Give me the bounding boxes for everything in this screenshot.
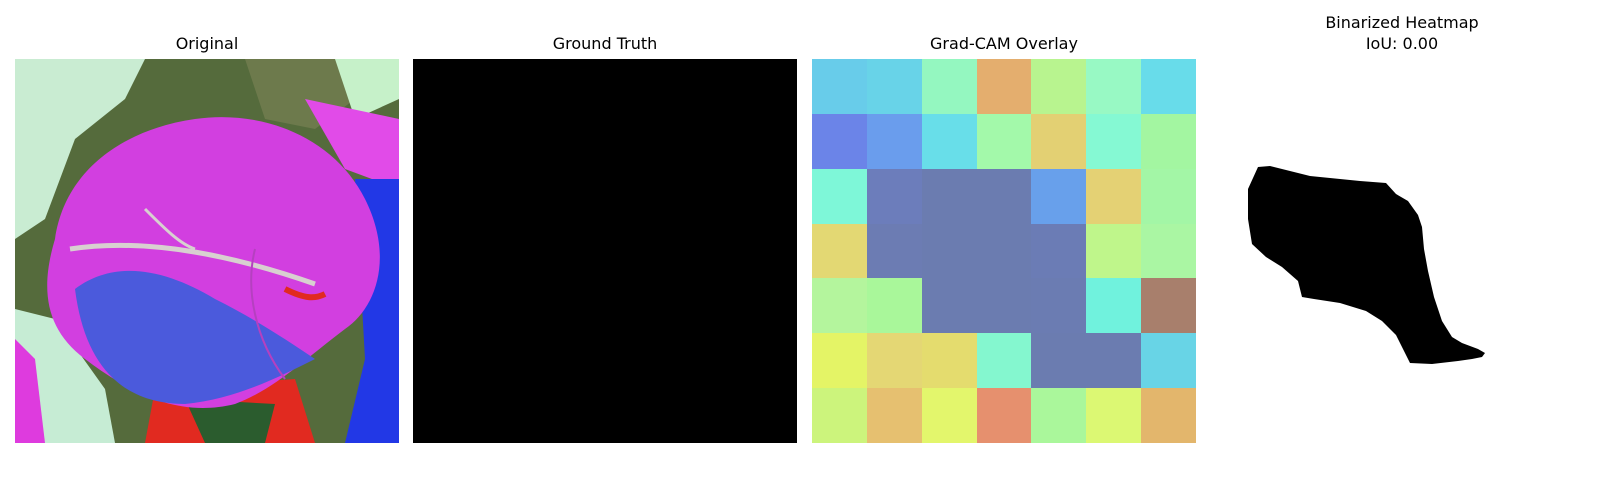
- heatmap-cell: [1031, 388, 1086, 443]
- heatmap-cell: [1141, 224, 1196, 278]
- heatmap-cell: [812, 114, 867, 169]
- heatmap-cell: [812, 224, 867, 278]
- heatmap-cell: [1141, 114, 1196, 169]
- heatmap-cell: [812, 333, 867, 388]
- heatmap-cell: [977, 169, 1031, 224]
- gradcam-overlay-title: Grad-CAM Overlay: [930, 34, 1078, 53]
- heatmap-cell: [867, 169, 922, 224]
- ground-truth-mask: [413, 59, 797, 443]
- binarized-heatmap-title: Binarized Heatmap: [1325, 13, 1479, 32]
- heatmap-cell: [812, 59, 867, 114]
- heatmap-cell: [867, 114, 922, 169]
- gradcam-heatmap-grid: [812, 59, 1196, 443]
- heatmap-cell: [922, 333, 977, 388]
- heatmap-cell: [977, 388, 1031, 443]
- heatmap-cell: [812, 278, 867, 333]
- gradcam-overlay: [812, 59, 1196, 443]
- binarized-mask: [1210, 59, 1594, 443]
- original-image: [15, 59, 399, 443]
- heatmap-cell: [977, 114, 1031, 169]
- heatmap-cell: [1086, 169, 1141, 224]
- heatmap-cell: [1031, 278, 1086, 333]
- heatmap-cell: [977, 333, 1031, 388]
- heatmap-cell: [977, 278, 1031, 333]
- heatmap-cell: [1031, 333, 1086, 388]
- heatmap-cell: [922, 388, 977, 443]
- heatmap-cell: [977, 59, 1031, 114]
- heatmap-cell: [922, 278, 977, 333]
- heatmap-cell: [1086, 59, 1141, 114]
- original-title: Original: [175, 34, 239, 53]
- heatmap-cell: [867, 224, 922, 278]
- leaf-image: [15, 59, 399, 443]
- heatmap-cell: [1141, 169, 1196, 224]
- heatmap-cell: [922, 59, 977, 114]
- heatmap-cell: [1031, 59, 1086, 114]
- heatmap-cell: [1141, 278, 1196, 333]
- heatmap-cell: [812, 388, 867, 443]
- heatmap-cell: [1086, 224, 1141, 278]
- heatmap-cell: [922, 224, 977, 278]
- ground-truth-title: Ground Truth: [552, 34, 658, 53]
- heatmap-cell: [1031, 169, 1086, 224]
- heatmap-cell: [867, 388, 922, 443]
- heatmap-cell: [1141, 388, 1196, 443]
- heatmap-cell: [922, 169, 977, 224]
- heatmap-cell: [1141, 333, 1196, 388]
- heatmap-cell: [1141, 59, 1196, 114]
- heatmap-cell: [1031, 114, 1086, 169]
- iou-score-label: IoU: 0.00: [1365, 34, 1439, 53]
- heatmap-cell: [1086, 278, 1141, 333]
- heatmap-cell: [812, 169, 867, 224]
- heatmap-cell: [867, 333, 922, 388]
- heatmap-cell: [977, 224, 1031, 278]
- heatmap-cell: [867, 59, 922, 114]
- heatmap-cell: [922, 114, 977, 169]
- binarized-heatmap: [1210, 59, 1594, 443]
- heatmap-cell: [1086, 114, 1141, 169]
- heatmap-cell: [1031, 224, 1086, 278]
- heatmap-cell: [867, 278, 922, 333]
- heatmap-cell: [1086, 333, 1141, 388]
- heatmap-cell: [1086, 388, 1141, 443]
